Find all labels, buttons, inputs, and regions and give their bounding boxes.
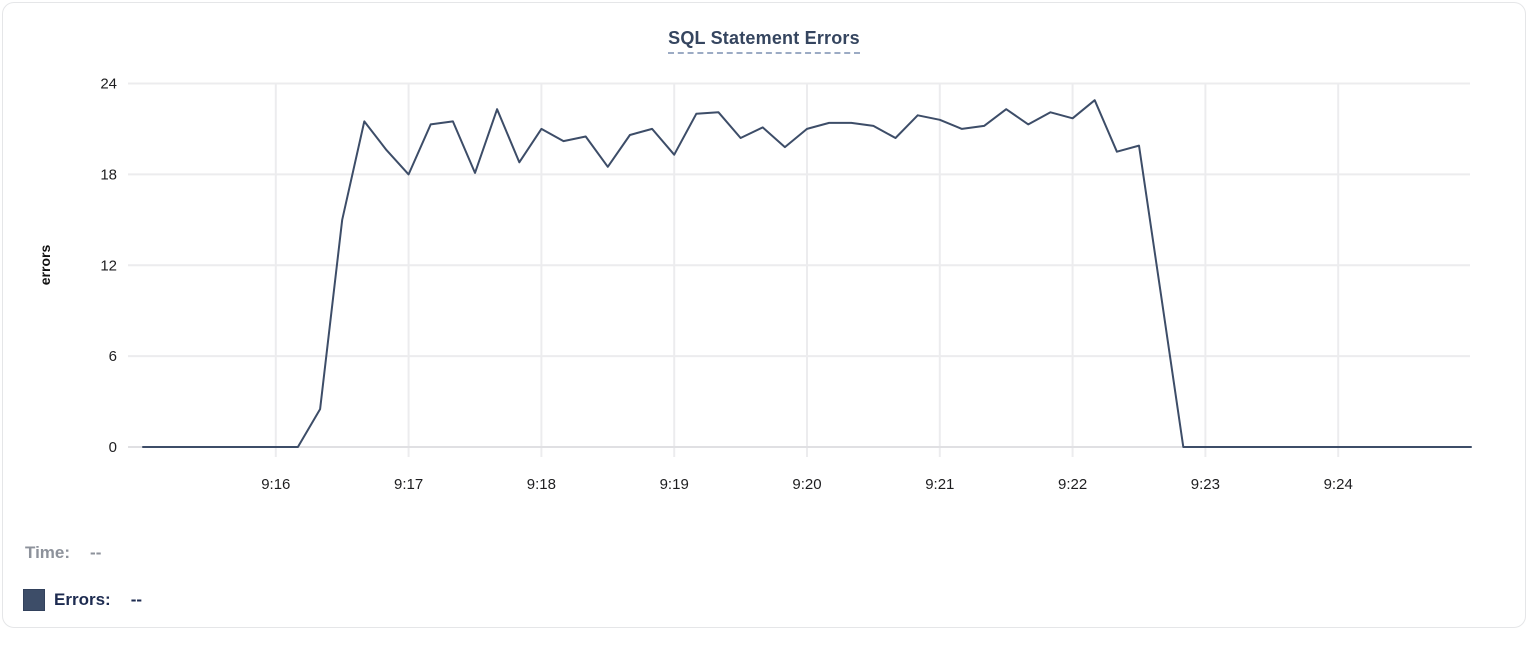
x-tick-label: 9:16 — [261, 476, 290, 493]
x-tick-label: 9:23 — [1191, 476, 1220, 493]
y-tick-label: 18 — [100, 166, 117, 183]
errors-series-swatch — [23, 589, 45, 611]
chart-title-wrap: SQL Statement Errors — [0, 28, 1528, 54]
y-tick-label: 0 — [109, 439, 117, 456]
errors-label: Errors: — [54, 590, 111, 609]
y-axis-title: errors — [37, 245, 53, 286]
errors-series-line — [142, 99, 1472, 448]
x-tick-label: 9:17 — [394, 476, 423, 493]
y-tick-label: 12 — [100, 257, 117, 274]
x-tick-label: 9:19 — [660, 476, 689, 493]
y-tick-label: 6 — [109, 348, 117, 365]
time-label: Time: — [25, 543, 71, 562]
x-tick-label: 9:20 — [792, 476, 821, 493]
series-group — [142, 99, 1472, 448]
errors-chart-canvas[interactable]: 9:16 9:17 9:18 9:19 9:20 9:21 9:22 9:23 9:24 0 6 12… — [0, 0, 1528, 512]
hover-readout-time: Time: -- — [25, 543, 101, 563]
gridlines-group — [128, 82, 1470, 457]
errors-value: -- — [130, 590, 143, 609]
hover-readout-errors: Errors: -- — [23, 589, 142, 611]
axis-labels-group: 9:16 9:17 9:18 9:19 9:20 9:21 9:22 9:23 9:24 0 6 12… — [100, 76, 1352, 494]
y-tick-label: 24 — [100, 76, 117, 93]
x-tick-label: 9:24 — [1324, 476, 1353, 493]
chart-title[interactable]: SQL Statement Errors — [668, 28, 860, 54]
chart-card — [2, 2, 1526, 628]
x-tick-label: 9:22 — [1058, 476, 1087, 493]
x-tick-label: 9:18 — [527, 476, 556, 493]
time-value: -- — [90, 543, 102, 562]
x-tick-label: 9:21 — [925, 476, 954, 493]
